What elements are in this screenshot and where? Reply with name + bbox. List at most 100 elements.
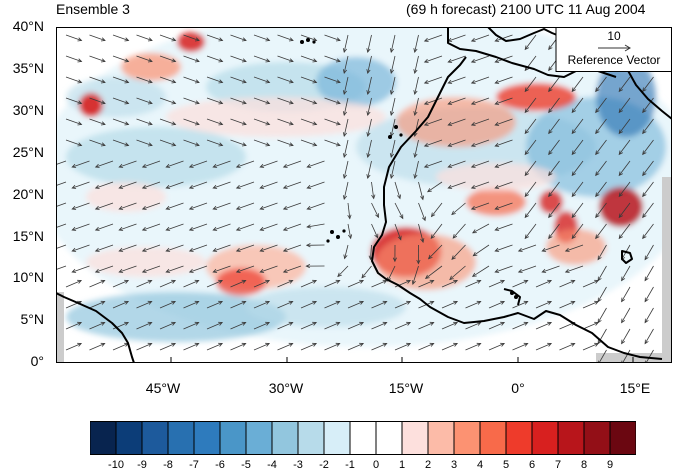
wind-arrow <box>166 160 184 168</box>
wind-arrow-head <box>621 360 626 363</box>
map-panel: 10 Reference Vector <box>56 27 672 363</box>
wind-arrow-head <box>218 58 224 63</box>
wind-arrow-head <box>429 342 435 347</box>
wind-arrow <box>112 301 129 309</box>
wind-arrow-head <box>494 142 500 147</box>
wind-arrow-head <box>165 163 171 168</box>
wind-arrow-head <box>165 247 171 252</box>
wind-arrow <box>347 322 364 330</box>
wind-arrow <box>424 34 443 42</box>
wind-arrow <box>465 280 481 288</box>
wind-arrow <box>394 223 402 240</box>
wind-arrow-head <box>524 192 529 198</box>
wind-arrow <box>448 139 466 147</box>
shading-blob <box>466 188 526 216</box>
wind-arrow <box>495 244 513 252</box>
wind-arrow-head <box>571 150 576 156</box>
wind-arrow <box>89 322 105 330</box>
wind-arrow <box>597 286 607 302</box>
wind-arrow-head <box>397 235 402 241</box>
wind-arrow-head <box>494 37 500 42</box>
wind-arrow-head <box>449 275 454 281</box>
wind-arrow <box>260 244 278 252</box>
wind-arrow-head <box>621 318 626 324</box>
wind-arrow <box>548 202 560 218</box>
wind-arrow <box>253 76 270 83</box>
wind-arrow <box>512 280 528 288</box>
wind-arrow-head <box>218 37 224 42</box>
wind-arrow-head <box>595 192 600 198</box>
wind-arrow-head <box>94 184 100 189</box>
wind-arrow-head <box>413 90 418 95</box>
wind-arrow-head <box>265 342 271 347</box>
wind-arrow <box>595 181 607 197</box>
colorbar-cell <box>141 421 169 455</box>
wind-arrow-head <box>312 342 318 347</box>
wind-arrow-head <box>366 174 371 179</box>
shading-blob <box>596 57 656 137</box>
wind-arrow-head <box>288 279 294 284</box>
wind-arrow <box>300 34 317 41</box>
wind-arrow-head <box>118 247 124 252</box>
wind-arrow <box>89 55 106 62</box>
wind-arrow-head <box>421 216 426 222</box>
wind-arrow-head <box>382 300 388 305</box>
wind-arrow-head <box>524 66 529 72</box>
wind-arrow-head <box>423 37 429 42</box>
wind-arrow-head <box>212 247 218 252</box>
colorbar-label: 4 <box>476 459 484 471</box>
wind-arrow-head <box>447 79 453 84</box>
wind-arrow-head <box>335 342 341 347</box>
wind-arrow <box>495 139 513 147</box>
wind-arrow <box>414 118 419 137</box>
wind-arrow-head <box>547 342 553 347</box>
colorbar-label: -6 <box>215 459 225 471</box>
wind-arrow <box>394 301 411 309</box>
wind-arrow-head <box>312 300 318 305</box>
wind-arrow <box>260 160 278 168</box>
wind-arrow-head <box>420 195 425 201</box>
wind-arrow <box>159 118 176 125</box>
wind-arrow <box>65 139 82 146</box>
wind-arrow <box>390 55 396 74</box>
wind-arrow-head <box>644 339 649 345</box>
wind-arrow <box>571 118 584 134</box>
wind-arrow-head <box>194 142 200 147</box>
wind-arrow <box>371 301 387 309</box>
lon-label: 0° <box>511 380 525 396</box>
wind-arrow-head <box>392 257 397 263</box>
wind-arrow <box>571 181 584 197</box>
wind-arrow-head <box>548 108 553 114</box>
wind-arrow-head <box>382 342 388 347</box>
wind-arrow <box>183 280 199 288</box>
wind-arrow-head <box>447 163 453 168</box>
wind-arrow <box>112 55 129 62</box>
wind-arrow-head <box>451 210 456 216</box>
wind-arrow <box>448 34 466 42</box>
wind-arrow <box>72 202 90 210</box>
wind-arrow <box>390 160 396 179</box>
wind-arrow-head <box>188 247 194 252</box>
wind-arrow <box>89 301 105 309</box>
wind-arrow <box>159 343 176 351</box>
wind-arrow-head <box>374 233 379 239</box>
wind-arrow-head <box>77 100 83 105</box>
wind-arrow-head <box>618 213 623 219</box>
wind-arrow <box>307 181 325 189</box>
wind-arrow <box>112 76 129 83</box>
shading-blob <box>496 83 576 111</box>
wind-arrow <box>418 202 426 221</box>
wind-arrow <box>283 202 302 210</box>
wind-arrow-head <box>124 37 130 42</box>
wind-arrow-head <box>524 234 529 240</box>
wind-arrow-head <box>171 279 177 284</box>
wind-arrow-head <box>470 163 476 168</box>
colorbar-cell <box>583 421 611 455</box>
wind-arrow-head <box>212 226 218 231</box>
wind-arrow <box>65 343 82 351</box>
wind-arrow-head <box>77 37 83 42</box>
wind-arrow-head <box>494 121 500 126</box>
wind-arrow <box>595 160 607 176</box>
wind-arrow <box>428 244 443 259</box>
wind-arrow-head <box>375 213 379 219</box>
